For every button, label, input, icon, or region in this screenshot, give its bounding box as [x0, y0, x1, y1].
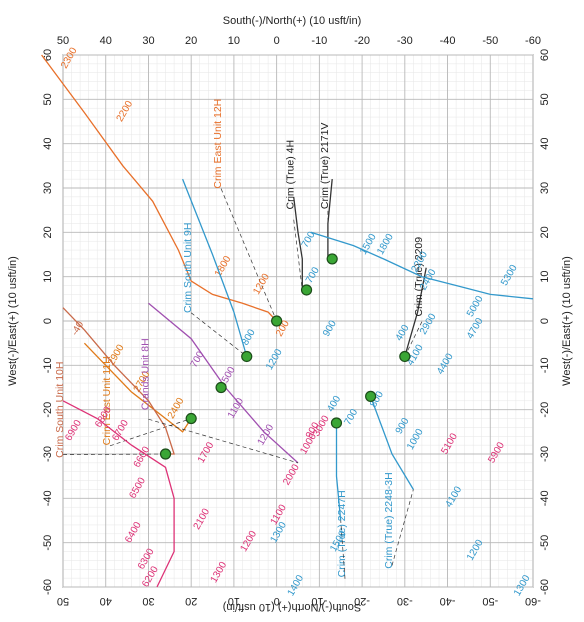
left-tick-label: 60	[42, 49, 54, 61]
surface-location-marker	[271, 315, 283, 327]
well-leader-line	[293, 219, 303, 291]
right-axis-title: West(-)/East(+) (10 usft/in)	[561, 256, 573, 386]
right-tick-label: -20	[539, 402, 551, 418]
surface-location-marker	[185, 412, 197, 425]
right-tick-label: -30	[539, 446, 551, 462]
top-tick-label: 20	[185, 35, 197, 47]
well-path	[41, 54, 278, 322]
well-path	[310, 231, 534, 300]
well-path	[335, 423, 342, 521]
bottom-tick-label: 10	[228, 595, 240, 607]
well-path	[369, 396, 414, 490]
top-tick-label: 10	[228, 35, 240, 47]
top-tick-label: -20	[354, 35, 370, 47]
bottom-tick-label: -20	[354, 595, 370, 607]
bottom-tick-label: -40	[440, 595, 456, 607]
bottom-tick-label: 30	[142, 595, 154, 607]
right-tick-label: 40	[539, 138, 551, 150]
top-tick-label: -50	[482, 35, 498, 47]
well-path	[404, 267, 427, 357]
surface-location-marker	[365, 390, 377, 402]
right-tick-label: -40	[539, 490, 551, 506]
bottom-tick-label: -50	[482, 595, 498, 607]
left-tick-label: 0	[42, 318, 54, 324]
well-leader-line	[109, 418, 192, 447]
bottom-tick-label: 20	[185, 595, 197, 607]
well-leader-line	[62, 453, 166, 456]
well-path	[293, 196, 303, 290]
well-leader-line	[190, 312, 247, 357]
surface-location-marker	[215, 381, 227, 394]
bottom-tick-label: 40	[100, 595, 112, 607]
well-name-label: Crim South Unit 10H	[54, 362, 66, 458]
top-tick-label: 30	[142, 35, 154, 47]
right-tick-label: 10	[539, 271, 551, 283]
left-tick-label: -20	[42, 402, 54, 418]
top-tick-label: -40	[440, 35, 456, 47]
well-group: 1500180022002400500053004700440041001300…	[268, 231, 534, 598]
well-path	[62, 307, 175, 455]
right-tick-label: 30	[539, 182, 551, 194]
top-tick-label: 0	[274, 35, 280, 47]
left-tick-label: 10	[42, 271, 54, 283]
bottom-tick-label: -10	[311, 595, 327, 607]
right-tick-label: 50	[539, 93, 551, 105]
left-tick-label: 40	[42, 138, 54, 150]
well-name-label: Crim (True) 2209	[413, 237, 425, 317]
well-name-label: Crim East Unit 12H	[212, 99, 224, 189]
top-tick-label: 50	[57, 35, 69, 47]
well-name-label: Crim (True) 2171V	[319, 123, 331, 210]
right-tick-label: 0	[539, 318, 551, 324]
well-path	[62, 400, 175, 588]
left-tick-label: -30	[42, 446, 54, 462]
left-tick-label: 50	[42, 93, 54, 105]
bottom-tick-label: 50	[57, 595, 69, 607]
bottom-tick-label: -60	[525, 595, 541, 607]
surface-location-marker	[300, 284, 313, 296]
left-tick-label: -60	[42, 579, 54, 595]
well-markers	[159, 253, 411, 460]
left-tick-label: -10	[42, 357, 54, 373]
surface-location-marker	[241, 350, 253, 363]
left-tick-label: 30	[42, 182, 54, 194]
top-tick-label: 40	[100, 35, 112, 47]
surface-location-marker	[326, 253, 338, 265]
well-path	[181, 178, 248, 357]
right-tick-label: 60	[539, 49, 551, 61]
well-name-label: Crim (True) 4H	[285, 140, 297, 210]
well-name-label: Crim (True) 2248-3H	[383, 472, 395, 568]
left-tick-label: 20	[42, 226, 54, 238]
top-tick-label: -60	[525, 35, 541, 47]
well-paths: Crim East Unit 12H2300220018001200200Cri…	[41, 45, 534, 598]
well-name-label: Crim South Unit 9H	[182, 223, 194, 313]
bottom-tick-label: 0	[274, 595, 280, 607]
surface-location-marker	[399, 350, 411, 363]
left-axis-title: West(-)/East(+) (10 usft/in)	[7, 256, 19, 386]
left-tick-label: -40	[42, 490, 54, 506]
right-tick-label: -50	[539, 535, 551, 551]
well-leader-line	[340, 520, 346, 579]
left-tick-label: -50	[42, 535, 54, 551]
well-name-label: Crim East Unit 11H	[101, 356, 113, 445]
bottom-axis-title: South(-)/North(+) (10 usft/in)	[223, 601, 361, 613]
major-grid	[62, 54, 534, 588]
well-name-label: Crands Unit 8H	[139, 338, 151, 410]
right-tick-label: -60	[539, 579, 551, 595]
right-tick-label: 20	[539, 226, 551, 238]
top-tick-label: -30	[397, 35, 413, 47]
well-leader-line	[391, 489, 414, 566]
well-leader-line	[220, 188, 277, 322]
well-leader-line	[148, 418, 299, 464]
top-axis-title: South(-)/North(+) (10 usft/in)	[223, 15, 361, 27]
well-path	[83, 342, 192, 433]
tick-labels: 50 50 40 40 30 30 20 20 10 10 0 0 -10 -10 -20 -20 -30 -30…	[42, 35, 551, 607]
bottom-tick-label: -30	[397, 595, 413, 607]
surface-location-marker	[159, 448, 172, 460]
right-tick-label: -10	[539, 357, 551, 373]
top-tick-label: -10	[311, 35, 327, 47]
surface-location-marker	[330, 417, 343, 429]
